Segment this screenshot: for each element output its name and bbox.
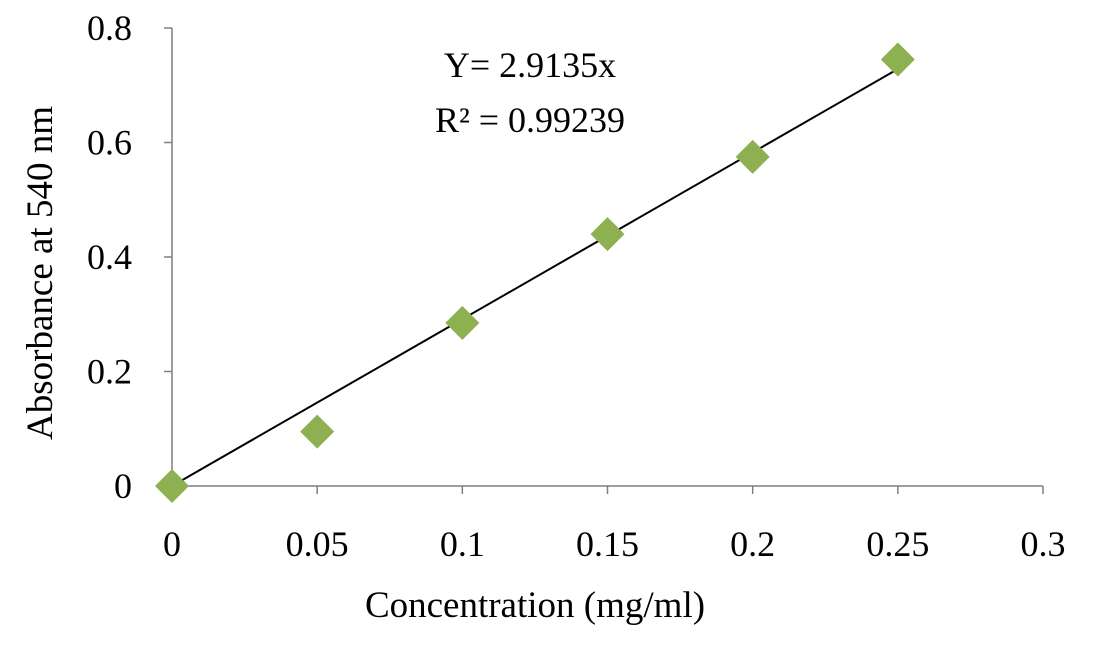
data-point xyxy=(300,414,335,449)
y-tick-label: 0.8 xyxy=(87,8,132,48)
data-point xyxy=(445,305,480,340)
x-tick-label: 0.25 xyxy=(866,524,929,564)
trendline-equation: Y= 2.9135x xyxy=(444,45,616,85)
data-points-layer xyxy=(155,42,915,503)
data-point xyxy=(590,217,625,252)
tick-labels-layer: 0 0.2 0.4 0.6 0.8 0 0.05 0.1 0.15 0.2 0.25 0.3 xyxy=(87,8,1066,564)
x-axis-title: Concentration (mg/ml) xyxy=(365,585,705,626)
trendline xyxy=(171,68,899,487)
trendline-layer xyxy=(171,68,899,487)
x-tick-label: 0.1 xyxy=(440,524,485,564)
y-tick-label: 0 xyxy=(114,466,132,506)
y-tick-label: 0.2 xyxy=(87,352,132,392)
x-tick-label: 0 xyxy=(163,524,181,564)
data-point xyxy=(155,469,189,503)
y-tick-label: 0.4 xyxy=(87,237,132,277)
y-axis-title: Absorbance at 540 nm xyxy=(20,106,61,440)
r-squared-label: R² = 0.99239 xyxy=(435,100,625,140)
y-tick-label: 0.6 xyxy=(87,123,132,163)
x-tick-label: 0.3 xyxy=(1021,524,1066,564)
data-point xyxy=(880,42,915,77)
data-point xyxy=(735,139,770,174)
x-tick-label: 0.2 xyxy=(730,524,775,564)
x-tick-label: 0.15 xyxy=(576,524,639,564)
x-tick-label: 0.05 xyxy=(286,524,349,564)
axes xyxy=(164,27,1044,494)
